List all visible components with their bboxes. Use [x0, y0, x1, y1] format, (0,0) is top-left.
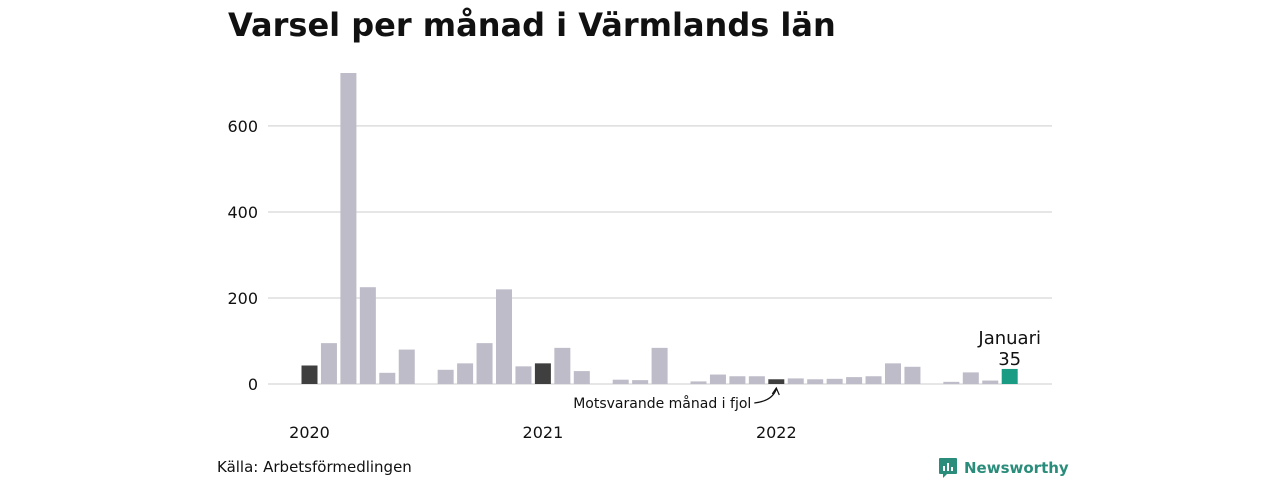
- callout-month-label: Januari: [977, 328, 1041, 349]
- brand-name: Newsworthy: [964, 459, 1069, 477]
- bar: [612, 379, 629, 384]
- bar: [398, 349, 415, 384]
- bar: [379, 372, 396, 384]
- bar: [632, 380, 649, 384]
- bar: [865, 376, 882, 384]
- chart-title: Varsel per månad i Värmlands län: [228, 6, 836, 44]
- bar: [807, 379, 824, 384]
- annotation-arrow: [754, 388, 777, 404]
- bar: [534, 363, 551, 384]
- bar: [962, 372, 979, 384]
- year-label: 2021: [523, 423, 564, 442]
- source-note: Källa: Arbetsförmedlingen: [217, 458, 412, 476]
- bar: [1001, 368, 1018, 384]
- bar: [457, 363, 474, 384]
- grid-lines: [268, 125, 1052, 385]
- annotation-text: Motsvarande månad i fjol: [573, 395, 751, 412]
- bar: [359, 287, 376, 384]
- bar: [982, 380, 999, 384]
- y-tick-label: 600: [227, 117, 258, 136]
- year-label: 2022: [756, 423, 797, 442]
- bar: [709, 374, 726, 384]
- bar: [943, 381, 960, 384]
- y-axis-tick-labels: 0 200 400 600: [227, 117, 258, 394]
- bar: [320, 343, 337, 384]
- y-tick-label: 200: [227, 289, 258, 308]
- bar: [301, 365, 318, 384]
- bar: [340, 73, 357, 384]
- callout-value-label: 35: [998, 349, 1021, 370]
- brand-logo: Newsworthy: [938, 457, 1069, 479]
- bar: [885, 363, 901, 384]
- bar: [826, 378, 843, 384]
- bars: [301, 73, 1018, 384]
- bar: [729, 376, 746, 384]
- bar: [748, 376, 765, 384]
- bar: [846, 377, 863, 384]
- bar: [904, 366, 921, 384]
- bar: [573, 371, 590, 384]
- bar: [437, 369, 454, 384]
- bar: [787, 378, 804, 384]
- y-tick-label: 400: [227, 203, 258, 222]
- bar: [476, 343, 493, 384]
- bar: [768, 379, 785, 384]
- bar: [554, 347, 571, 384]
- y-tick-label: 0: [248, 375, 258, 394]
- annotation-arrowhead: [771, 386, 780, 396]
- year-label: 2020: [289, 423, 330, 442]
- bar: [690, 381, 707, 384]
- bar: [651, 347, 668, 384]
- bar: [515, 366, 532, 384]
- year-labels: 2020 2021 2022: [289, 423, 797, 442]
- bar: [496, 289, 512, 384]
- newsworthy-logo-icon: [939, 458, 957, 478]
